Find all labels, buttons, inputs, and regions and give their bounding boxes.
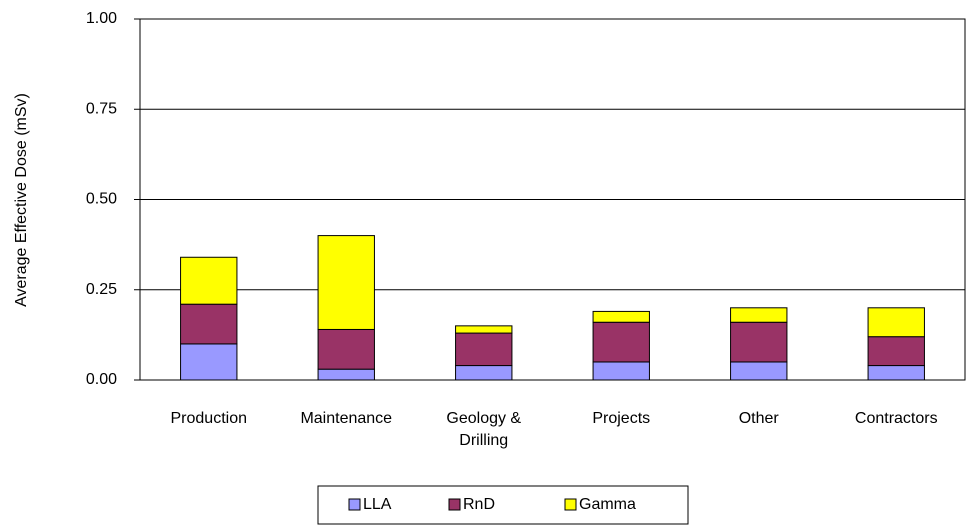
legend-swatch [564, 498, 577, 511]
bar-segment [317, 368, 375, 381]
legend-label: LLA [363, 496, 392, 513]
bar-segment [592, 321, 650, 363]
plot-border [139, 18, 966, 381]
bar-segment [455, 325, 513, 334]
legend-swatch [348, 498, 361, 511]
x-tick-label: Geology & Drilling [446, 410, 522, 449]
bar-segment [180, 303, 238, 345]
y-tick-label: 0.50 [86, 191, 117, 208]
bar-segment [455, 365, 513, 381]
x-tick-label: Production [170, 410, 248, 427]
bar-segment [867, 365, 925, 381]
legend-label: RnD [463, 496, 495, 513]
y-axis-title: Average Effective Dose (mSv) [13, 93, 30, 307]
x-tick-label: Other [738, 410, 779, 427]
legend-swatch [448, 498, 461, 511]
bar-segment [867, 307, 925, 338]
y-tick-label: 0.75 [86, 100, 117, 117]
y-tick-label: 0.25 [86, 281, 117, 298]
bar-segment [180, 256, 238, 305]
bar-segment [180, 343, 238, 381]
y-tick-label: 0.00 [86, 371, 117, 388]
bar-segment [455, 332, 513, 367]
bar-segment [592, 361, 650, 381]
bar-segment [730, 321, 788, 363]
y-tick-label: 1.00 [86, 10, 117, 27]
bar-segment [730, 307, 788, 323]
x-tick-label: Projects [592, 410, 651, 427]
legend-box [317, 485, 689, 525]
bar-segment [730, 361, 788, 381]
bar-segment [592, 310, 650, 323]
bar-segment [317, 328, 375, 370]
x-tick-label: Contractors [854, 410, 938, 427]
bar-segment [317, 235, 375, 330]
bar-segment [867, 336, 925, 367]
legend-label: Gamma [579, 496, 636, 513]
x-tick-label: Maintenance [300, 410, 393, 427]
